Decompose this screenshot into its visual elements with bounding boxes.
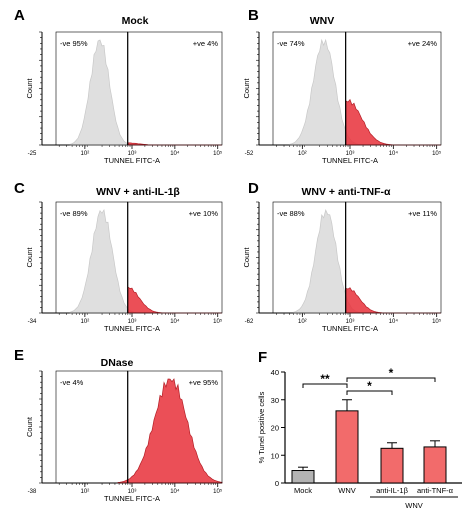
x-tick-label: anti-TNF-α <box>417 486 454 495</box>
significance-bracket <box>302 383 348 388</box>
positive-gate-box <box>345 201 442 314</box>
panel-title: WNV <box>310 15 335 27</box>
bar-chart-panel-f: F 0 10 20 30 40 % Tunel positive cells Mock WNV a… <box>257 349 462 510</box>
x-tick-label: 10⁵ <box>432 318 442 325</box>
significance-label: * <box>367 379 372 393</box>
panel-title: DNase <box>101 357 134 369</box>
negative-gate-label: -ve 74% <box>277 39 305 48</box>
x-tick-label: 10² <box>81 319 90 325</box>
histogram-panel-e: E DNase Count -38 10² 10³ 10⁴ 10⁵ TUNNEL FITC-A -… <box>14 347 223 503</box>
panel-title: WNV + anti-TNF-α <box>302 186 392 198</box>
histogram-panel-d: D WNV + anti-TNF-α Count -62 10² 10³ 10⁴ 10⁵ TUN… <box>242 180 442 333</box>
group-label: WNV <box>405 501 423 510</box>
x-tick-label: 10⁴ <box>170 318 180 325</box>
x-tick-label: 10⁴ <box>389 318 399 325</box>
y-axis-label: Count <box>242 247 251 268</box>
positive-population-histogram <box>345 98 441 146</box>
x-tick-label: 10³ <box>346 319 355 325</box>
x-tick-label: -34 <box>28 319 37 325</box>
x-tick-label: 10⁴ <box>389 150 399 157</box>
positive-gate-box <box>127 370 223 484</box>
significance-label: ** <box>320 372 330 386</box>
negative-gate-box <box>55 370 129 484</box>
panel-title: WNV + anti-IL-1β <box>96 186 180 198</box>
positive-population-histogram <box>127 286 222 314</box>
negative-gate-label: -ve 88% <box>277 209 305 218</box>
positive-gate-box <box>345 31 442 146</box>
positive-gate-label: +ve 11% <box>408 209 437 218</box>
histogram-panel-a: A Mock Count -25 10² 10³ 10⁴ 10⁵ TUNNEL FITC-A -v… <box>14 7 223 165</box>
positive-gate-label: +ve 10% <box>189 209 219 218</box>
panel-letter: B <box>248 7 259 24</box>
panel-letter: C <box>14 180 25 197</box>
x-tick-label: 10⁵ <box>213 150 223 157</box>
x-tick-label: -62 <box>245 319 254 325</box>
x-axis-label: TUNNEL FITC-A <box>322 324 378 333</box>
negative-gate-label: -ve 4% <box>60 378 84 387</box>
x-tick-label: 10⁵ <box>432 150 442 157</box>
x-axis-label: TUNNEL FITC-A <box>104 324 160 333</box>
y-axis-label: Count <box>25 416 34 437</box>
y-axis-label: Count <box>25 78 34 99</box>
x-tick-label: 10³ <box>128 489 137 495</box>
x-tick-label: -38 <box>28 489 37 495</box>
positive-population-histogram <box>117 378 223 484</box>
y-axis-label: Count <box>242 78 251 99</box>
x-tick-label: 10⁴ <box>170 150 180 157</box>
negative-population-histogram <box>69 209 222 314</box>
x-tick-label: 10³ <box>346 151 355 157</box>
y-tick-label: 40 <box>271 368 279 377</box>
bar-0 <box>291 470 315 484</box>
negative-population-histogram <box>69 39 222 146</box>
x-tick-label: -25 <box>28 151 37 157</box>
panel-letter: D <box>248 180 259 197</box>
x-tick-label: 10³ <box>128 151 137 157</box>
y-axis-label: % Tunel positive cells <box>257 391 266 463</box>
x-tick-label: 10² <box>81 151 90 157</box>
y-axis-label: Count <box>25 247 34 268</box>
x-tick-label: Mock <box>294 486 312 495</box>
y-tick-label: 30 <box>271 396 279 405</box>
panel-letter: A <box>14 7 25 24</box>
x-tick-label: 10² <box>298 151 307 157</box>
significance-bracket <box>346 390 393 395</box>
positive-population-histogram <box>345 287 441 314</box>
x-tick-label: 10² <box>81 489 90 495</box>
bar-3 <box>423 446 447 484</box>
x-tick-label: 10³ <box>128 319 137 325</box>
positive-gate-label: +ve 4% <box>193 39 219 48</box>
x-tick-label: 10⁵ <box>213 488 223 495</box>
x-axis-label: TUNNEL FITC-A <box>322 156 378 165</box>
x-tick-label: 10⁴ <box>170 488 180 495</box>
y-tick-label: 20 <box>271 424 279 433</box>
positive-gate-label: +ve 24% <box>408 39 438 48</box>
positive-gate-box <box>127 201 223 314</box>
x-tick-label: 10⁵ <box>213 318 223 325</box>
y-tick-label: 10 <box>271 451 279 460</box>
negative-gate-label: -ve 95% <box>60 39 88 48</box>
bar-1 <box>335 410 359 484</box>
x-axis-label: TUNNEL FITC-A <box>104 494 160 503</box>
panel-letter: F <box>258 349 267 366</box>
histogram-panel-b: B WNV Count -52 10² 10³ 10⁴ 10⁵ TUNNEL FITC-A -ve… <box>242 7 442 165</box>
positive-gate-box <box>127 31 223 146</box>
x-tick-label: anti-IL-1β <box>376 486 409 495</box>
x-tick-label: -52 <box>245 151 254 157</box>
y-tick-label: 0 <box>275 479 279 488</box>
x-axis-label: TUNNEL FITC-A <box>104 156 160 165</box>
x-tick-label: WNV <box>338 486 356 495</box>
negative-population-histogram <box>293 208 441 314</box>
negative-gate-label: -ve 89% <box>60 209 88 218</box>
panel-title: Mock <box>122 15 149 27</box>
panel-letter: E <box>14 347 24 364</box>
histogram-panel-c: C WNV + anti-IL-1β Count -34 10² 10³ 10⁴ 10⁵ TUN… <box>14 180 223 333</box>
significance-bracket <box>346 377 436 382</box>
positive-gate-label: +ve 95% <box>189 378 219 387</box>
positive-population-histogram <box>127 142 222 146</box>
significance-label: * <box>389 366 394 380</box>
x-tick-label: 10² <box>298 319 307 325</box>
bar-2 <box>380 447 404 484</box>
